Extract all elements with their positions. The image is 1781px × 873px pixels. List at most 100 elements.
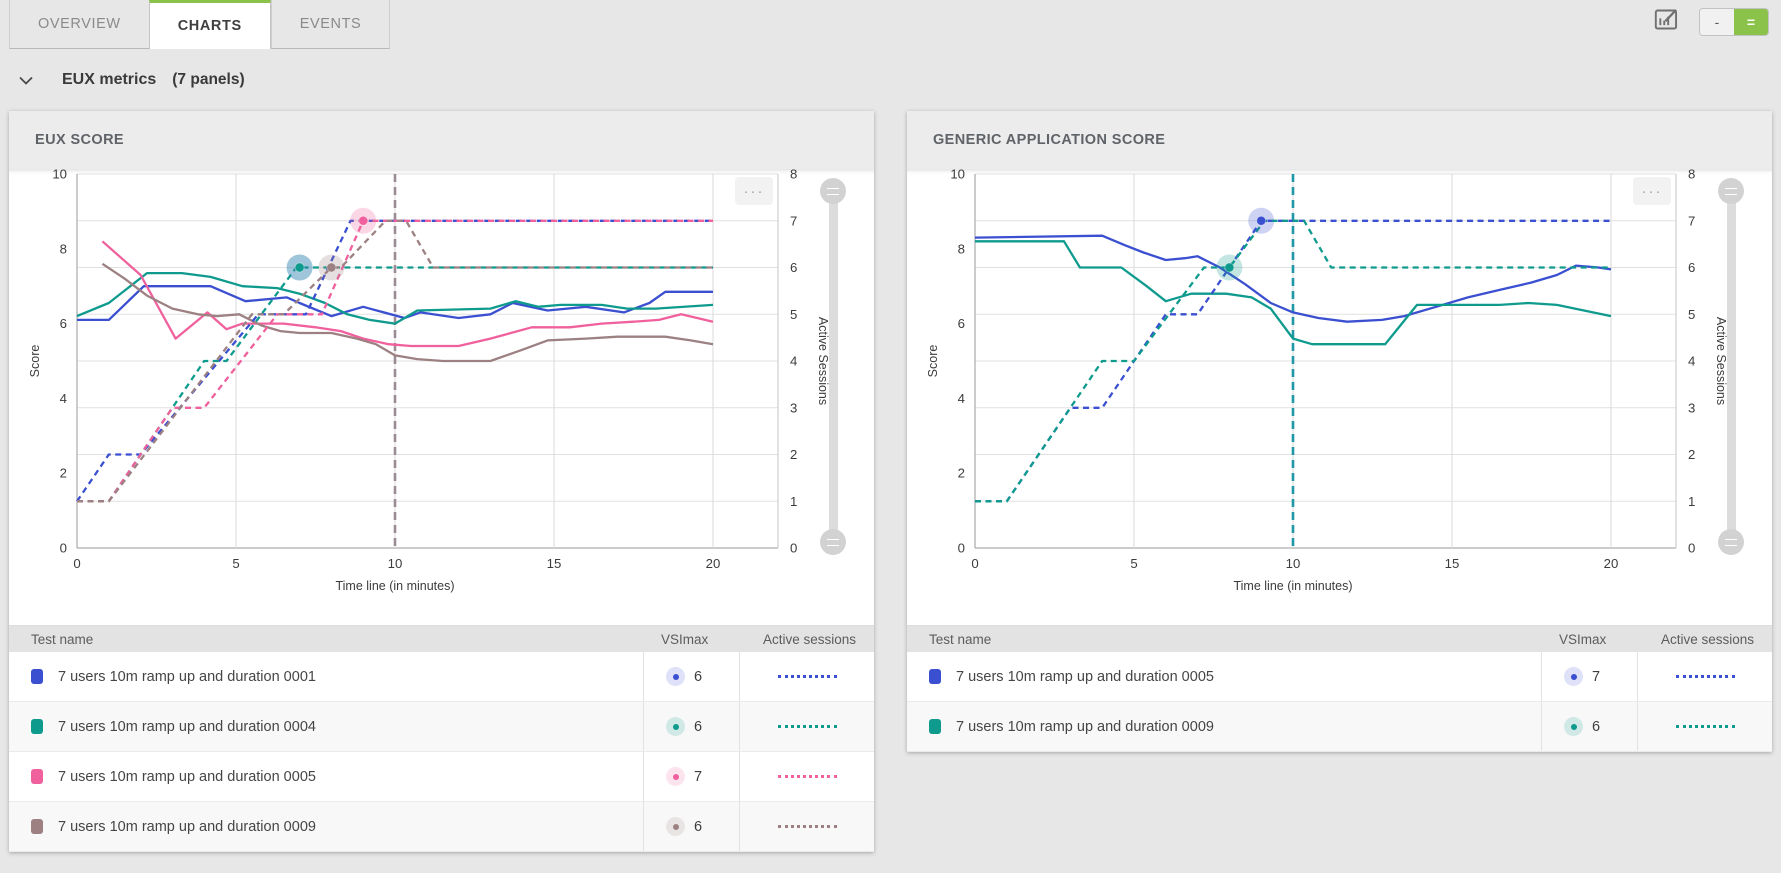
- vsimax-point: [358, 215, 369, 226]
- test-row[interactable]: 7 users 10m ramp up and duration 0009 6: [9, 802, 874, 852]
- tab-overview[interactable]: OVERVIEW: [9, 0, 149, 49]
- test-name-cell: 7 users 10m ramp up and duration 0009: [907, 702, 1541, 751]
- slider-handle-top[interactable]: [820, 178, 846, 204]
- tab-charts[interactable]: CHARTS: [148, 0, 271, 49]
- tab-label: CHARTS: [177, 18, 242, 34]
- tab-label: EVENTS: [299, 16, 362, 32]
- series-color-swatch: [31, 819, 43, 834]
- series-line: [77, 219, 713, 503]
- panel-title: GENERIC APPLICATION SCORE: [933, 132, 1166, 148]
- svg-text:7: 7: [790, 213, 797, 228]
- y-axis-label: Score: [926, 345, 940, 378]
- test-name: 7 users 10m ramp up and duration 0004: [58, 718, 316, 735]
- svg-text:4: 4: [1688, 354, 1695, 369]
- test-row[interactable]: 7 users 10m ramp up and duration 0009 6: [907, 702, 1772, 752]
- test-name-cell: 7 users 10m ramp up and duration 0001: [9, 652, 643, 701]
- svg-text:5: 5: [1130, 556, 1137, 571]
- svg-text:2: 2: [790, 447, 797, 462]
- svg-text:5: 5: [1688, 307, 1695, 322]
- table-body: 7 users 10m ramp up and duration 0001 6 …: [9, 652, 874, 852]
- line-chart: 0 2 4 6 8 10 0 1 2 3 4 5 6 7 8 0 5 10 15 20 Time line (in mi…: [28, 169, 830, 593]
- grip-icon: [1725, 187, 1737, 195]
- svg-text:0: 0: [1688, 541, 1695, 556]
- legend-table: Test name VSImax Active sessions 7 users…: [907, 625, 1772, 752]
- vsimax-cell: 6: [643, 802, 739, 851]
- vsimax-cell: 6: [1541, 702, 1637, 751]
- section-panel-count: (7 panels): [172, 71, 245, 88]
- svg-text:6: 6: [790, 260, 797, 275]
- vsimax-marker-icon: [666, 767, 685, 786]
- test-row[interactable]: 7 users 10m ramp up and duration 0001 6: [9, 652, 874, 702]
- layout-single-column-button[interactable]: -: [1700, 9, 1734, 35]
- panels-container: EUX SCORE 0 2 4 6 8 10 0 1 2 3 4 5 6 7 8 0 5 10 15 20 Time l…: [0, 111, 1781, 852]
- series-line: [76, 219, 713, 502]
- layout-toggle: - =: [1699, 8, 1769, 36]
- svg-text:2: 2: [958, 466, 965, 481]
- slider-handle-top[interactable]: [1718, 178, 1744, 204]
- tab-label: OVERVIEW: [38, 16, 121, 32]
- layout-two-column-button[interactable]: =: [1734, 9, 1768, 35]
- series-line: [974, 234, 1612, 323]
- chart-menu-button[interactable]: ···: [1633, 177, 1671, 205]
- table-header-row: Test name VSImax Active sessions: [9, 626, 874, 652]
- svg-text:8: 8: [1688, 169, 1695, 182]
- vsimax-cell: 7: [1541, 652, 1637, 701]
- svg-text:10: 10: [950, 169, 965, 182]
- table-body: 7 users 10m ramp up and duration 0005 7 …: [907, 652, 1772, 752]
- active-sessions-line-icon: [777, 725, 837, 728]
- svg-text:2: 2: [1688, 447, 1695, 462]
- chevron-down-icon[interactable]: [18, 72, 34, 88]
- test-row[interactable]: 7 users 10m ramp up and duration 0005 7: [9, 752, 874, 802]
- vsimax-value: 6: [694, 818, 703, 835]
- test-name: 7 users 10m ramp up and duration 0001: [58, 668, 316, 685]
- svg-text:6: 6: [1688, 260, 1695, 275]
- vsimax-value: 7: [694, 768, 703, 785]
- vsimax-value: 6: [694, 718, 703, 735]
- y2-axis-label: Active Sessions: [1714, 317, 1728, 405]
- vsimax-cell: 6: [643, 652, 739, 701]
- svg-text:6: 6: [958, 316, 965, 331]
- slider-handle-bottom[interactable]: [820, 529, 846, 555]
- active-sessions-cell: [739, 652, 874, 701]
- test-name-cell: 7 users 10m ramp up and duration 0005: [907, 652, 1541, 701]
- test-row[interactable]: 7 users 10m ramp up and duration 0004 6: [9, 702, 874, 752]
- series-line: [77, 285, 713, 322]
- test-name-cell: 7 users 10m ramp up and duration 0009: [9, 802, 643, 851]
- y2-axis-label: Active Sessions: [816, 317, 830, 405]
- active-sessions-cell: [1637, 702, 1772, 751]
- active-sessions-cell: [739, 702, 874, 751]
- active-sessions-line-icon: [777, 825, 837, 828]
- test-row[interactable]: 7 users 10m ramp up and duration 0005 7: [907, 652, 1772, 702]
- vsimax-value: 6: [694, 668, 703, 685]
- chart-menu-button[interactable]: ···: [735, 177, 773, 205]
- active-sessions-cell: [739, 802, 874, 851]
- section-header: EUX metrics (7 panels): [0, 49, 1781, 111]
- svg-text:20: 20: [1604, 556, 1619, 571]
- svg-text:3: 3: [1688, 400, 1695, 415]
- vsimax-point: [326, 262, 337, 273]
- svg-text:15: 15: [547, 556, 562, 571]
- svg-text:1: 1: [790, 494, 797, 509]
- tab-bar: OVERVIEW CHARTS EVENTS - =: [0, 0, 1781, 49]
- series-line: [975, 219, 1611, 503]
- col-vsimax: VSImax: [1559, 631, 1607, 647]
- vsimax-marker-icon: [666, 717, 685, 736]
- series-line: [77, 219, 713, 503]
- svg-text:0: 0: [958, 541, 965, 556]
- svg-text:15: 15: [1445, 556, 1460, 571]
- chart-edit-button[interactable]: [1651, 7, 1681, 37]
- svg-text:3: 3: [790, 400, 797, 415]
- svg-text:8: 8: [790, 169, 797, 182]
- col-test-name: Test name: [929, 631, 992, 647]
- slider-track: [828, 191, 838, 542]
- vsimax-point: [1224, 262, 1235, 273]
- series-line: [101, 240, 714, 348]
- svg-text:5: 5: [790, 307, 797, 322]
- y-axis-range-slider: [1718, 178, 1744, 555]
- slider-handle-bottom[interactable]: [1718, 529, 1744, 555]
- active-sessions-line-icon: [777, 675, 837, 678]
- test-name-cell: 7 users 10m ramp up and duration 0004: [9, 702, 643, 751]
- tab-events[interactable]: EVENTS: [270, 0, 391, 49]
- tabs-strip: OVERVIEW CHARTS EVENTS: [9, 0, 1781, 49]
- vsimax-point: [1256, 215, 1267, 226]
